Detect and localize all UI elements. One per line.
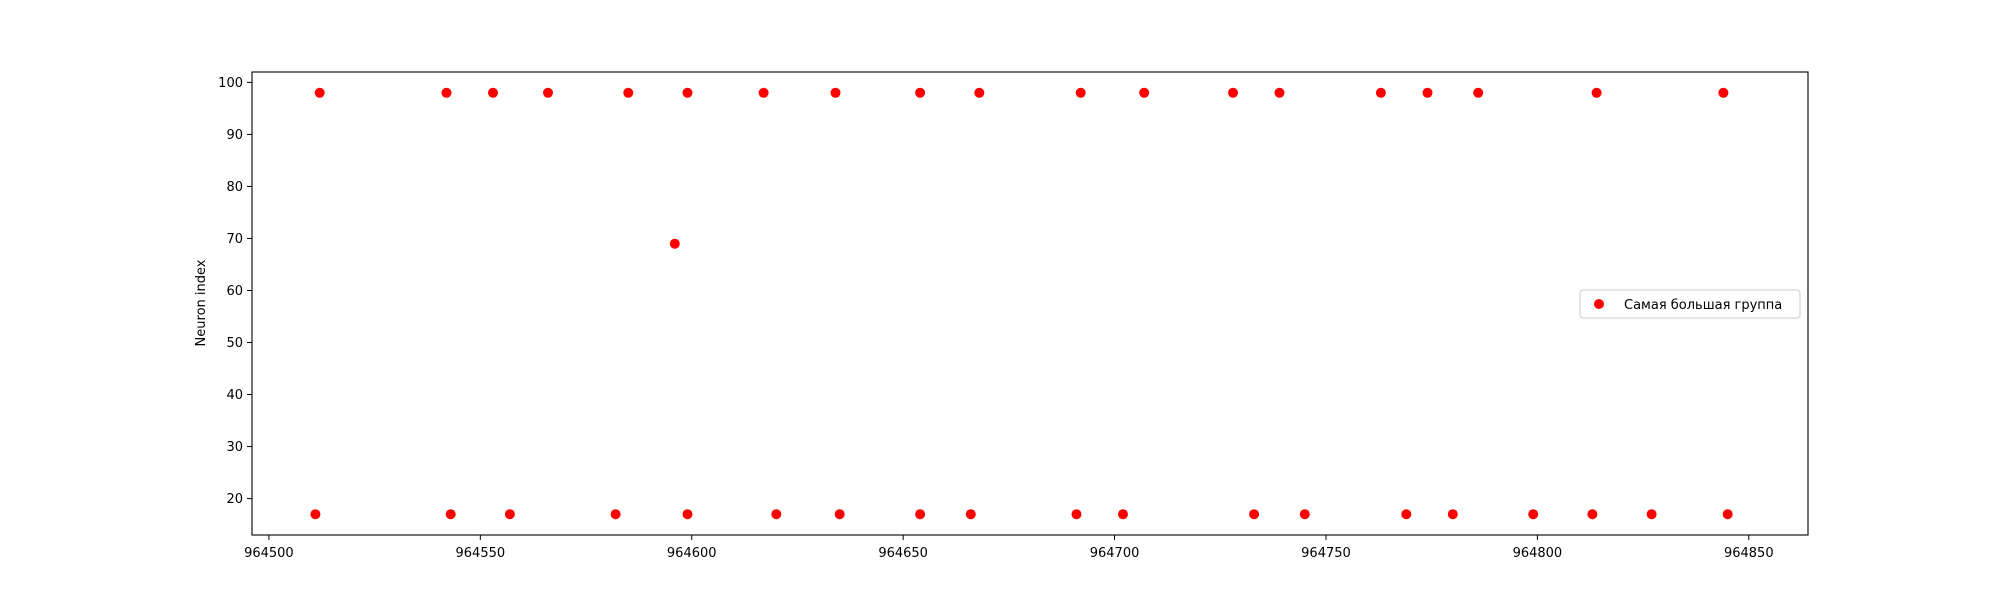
data-point — [758, 87, 769, 98]
data-point — [1591, 87, 1602, 98]
data-point — [1447, 509, 1458, 520]
data-point — [1075, 87, 1086, 98]
x-tick-label: 964600 — [667, 546, 717, 561]
data-point — [1646, 509, 1657, 520]
data-point — [1587, 509, 1598, 520]
data-point — [669, 238, 680, 249]
x-tick-label: 964500 — [244, 546, 294, 561]
data-point — [1722, 509, 1733, 520]
data-point — [974, 87, 985, 98]
legend-box — [1579, 289, 1801, 319]
data-point — [1718, 87, 1729, 98]
data-point — [1299, 509, 1310, 520]
data-point — [965, 509, 976, 520]
x-tick-label: 964550 — [456, 546, 506, 561]
data-point — [1375, 87, 1386, 98]
data-point — [1528, 509, 1539, 520]
legend-marker-icon — [1594, 299, 1604, 309]
x-tick-label: 964650 — [878, 546, 928, 561]
legend-label: Самая большая группа — [1624, 298, 1782, 313]
data-point — [543, 87, 553, 98]
data-point — [441, 87, 452, 98]
x-tick-label: 964750 — [1301, 546, 1351, 561]
y-tick-label: 20 — [226, 492, 243, 507]
x-tick-label: 964800 — [1513, 546, 1563, 561]
data-point — [314, 87, 325, 98]
data-point — [623, 87, 634, 98]
data-point — [445, 509, 456, 520]
data-point — [834, 509, 845, 520]
data-point — [610, 509, 621, 520]
x-tick-label: 964850 — [1724, 546, 1774, 561]
data-point — [1274, 87, 1285, 98]
data-point — [488, 87, 498, 98]
data-point — [682, 87, 693, 98]
y-tick-label: 70 — [226, 232, 243, 247]
y-tick-label: 100 — [218, 76, 243, 91]
data-points — [310, 87, 1733, 520]
data-point — [1422, 87, 1433, 98]
y-tick-label: 50 — [226, 336, 243, 351]
y-tick-label: 30 — [226, 440, 243, 455]
data-point — [1401, 509, 1412, 520]
data-point — [915, 87, 926, 98]
data-point — [1249, 509, 1260, 520]
data-point — [830, 87, 841, 98]
data-point — [1473, 87, 1484, 98]
legend: Самая большая группа — [1579, 289, 1801, 319]
data-point — [1228, 87, 1238, 98]
data-point — [1118, 509, 1128, 520]
y-axis-ticks: 20 30 40 50 60 70 80 90 100 — [218, 76, 252, 507]
data-point — [682, 509, 693, 520]
x-axis-ticks: 964500 964550 964600 964650 964700 964750 9648… — [244, 535, 1774, 561]
y-tick-label: 60 — [226, 284, 243, 299]
y-axis-label: Neuron index — [194, 259, 209, 346]
data-point — [915, 509, 926, 520]
data-point — [771, 509, 782, 520]
plot-area-frame — [251, 71, 1809, 536]
data-point — [1139, 87, 1150, 98]
data-point — [504, 509, 515, 520]
y-tick-label: 40 — [226, 388, 243, 403]
y-tick-label: 90 — [226, 128, 243, 143]
data-point — [310, 509, 321, 520]
y-tick-label: 80 — [226, 180, 243, 195]
x-tick-label: 964700 — [1090, 546, 1140, 561]
data-point — [1071, 509, 1082, 520]
